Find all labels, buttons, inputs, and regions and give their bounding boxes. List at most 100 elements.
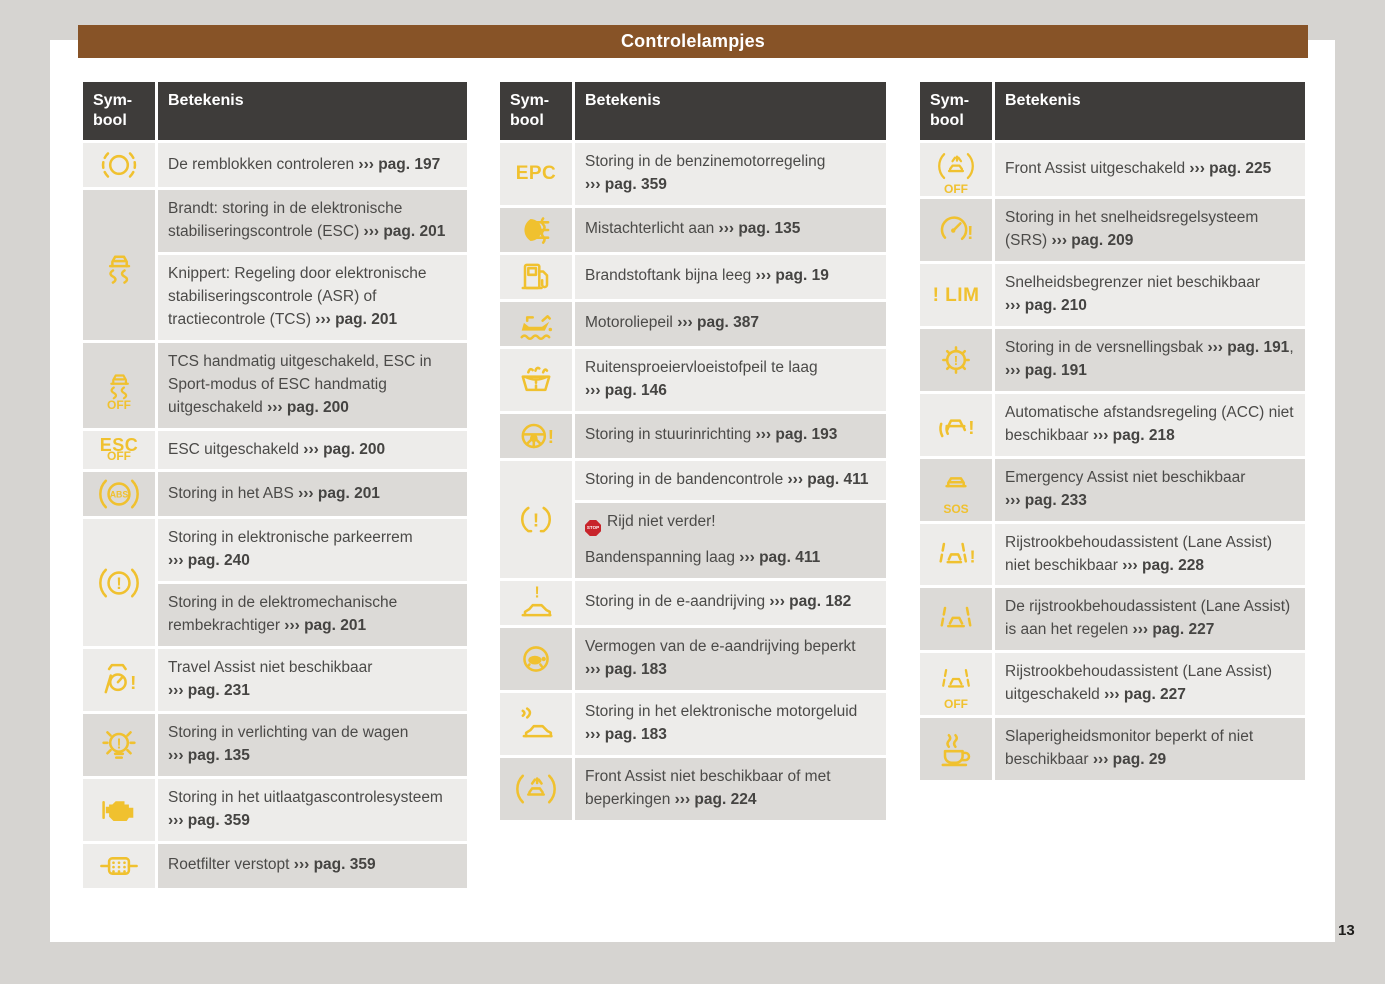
page-reference: ››› pag. 228	[1122, 556, 1205, 574]
particulate-filter-icon	[97, 844, 141, 888]
meaning-column-header: Betekenis	[575, 82, 886, 140]
page-reference: ››› pag. 182	[769, 593, 852, 611]
symbol-cell: !	[920, 393, 992, 456]
meaning-text: Rijstrookbehoudassistent (Lane Assist) n…	[1005, 533, 1273, 574]
table-row: Storing in het uitlaatgascontrolesysteem…	[83, 778, 467, 841]
meaning-cell: Emergency Assist niet beschikbaar ››› pa…	[995, 458, 1305, 521]
meaning-column-header: Betekenis	[995, 82, 1305, 140]
esc-off-icon	[97, 359, 141, 403]
meaning-cell: Rijstrookbehoudassistent (Lane Assist) u…	[995, 653, 1305, 716]
meaning-text: Front Assist uitgeschakeld ››› pag. 225	[1005, 160, 1272, 178]
table-row: ! Storing in de e-aandrijving ››› pag. 18…	[500, 580, 886, 625]
front-assist-off-icon	[934, 143, 978, 187]
svg-text:!: !	[117, 736, 122, 752]
svg-text:!: !	[954, 353, 958, 368]
page-reference: ››› pag. 183	[585, 725, 667, 743]
page-reference: ››› pag. 201	[284, 617, 367, 635]
meaning-text: Rijstrookbehoudassistent (Lane Assist) u…	[1005, 663, 1273, 704]
meaning-text: Storing in de bandencontrole ››› pag. 41…	[585, 470, 869, 488]
meaning-cell: Knippert: Regeling door elektronische st…	[158, 254, 467, 340]
table-row: EPC Storing in de benzinemotorregeling ››…	[500, 143, 886, 205]
page-reference: ››› pag. 201	[298, 484, 380, 502]
icon-sublabel: OFF	[107, 449, 131, 464]
meaning-text: Storing in het ABS ››› pag. 201	[168, 484, 380, 502]
stop-icon: STOP	[585, 520, 601, 537]
page-reference: ››› pag. 146	[585, 381, 667, 399]
esc-icon	[97, 243, 141, 287]
page-reference: ››› pag. 411	[787, 470, 869, 488]
meaning-cell: Storing in stuurinrichting ››› pag. 193	[575, 413, 886, 458]
symbol-cell: OFF	[920, 143, 992, 197]
meaning-cell: Storing in de bandencontrole ››› pag. 41…	[575, 460, 886, 500]
table-row: Vermogen van de e-aandrijving beperkt ››…	[500, 627, 886, 690]
symbol-cell: !	[500, 413, 572, 458]
symbol-cell: !	[500, 580, 572, 625]
page-reference: ››› pag. 200	[267, 398, 349, 416]
meaning-cell: STOP Rijd niet verder! Bandenspanning laag…	[575, 502, 886, 578]
meaning-cell: Motoroliepeil ››› pag. 387	[575, 301, 886, 346]
symbol-cell	[500, 627, 572, 690]
page-reference: ››› pag. 201	[363, 222, 446, 240]
travel-assist-icon: !	[97, 658, 141, 702]
symbol-cell	[83, 143, 155, 187]
turtle-icon	[514, 637, 558, 681]
table-row: Motoroliepeil ››› pag. 387	[500, 301, 886, 346]
meaning-cell: Travel Assist niet beschikbaar ››› pag. …	[158, 649, 467, 712]
symbol-cell	[920, 588, 992, 651]
meaning-text: Storing in het snelheidsregelsysteem (SR…	[1005, 209, 1259, 250]
abs-icon: ABS	[97, 472, 141, 516]
page-reference: ››› pag. 193	[755, 426, 838, 444]
symbol-cell: ! LIM	[920, 264, 992, 326]
page-reference: ››› pag. 359	[585, 175, 667, 193]
meaning-text: Front Assist niet beschikbaar of met bep…	[585, 767, 831, 808]
emergency-assist-icon	[934, 463, 978, 507]
drowsiness-monitor-icon	[934, 727, 978, 771]
page-reference: ››› pag. 183	[585, 660, 667, 678]
table-header-row: Sym-bool Betekenis	[83, 82, 467, 140]
brake-pads-icon	[97, 143, 141, 187]
page-reference: ››› pag. 233	[1005, 491, 1087, 509]
meaning-cell: De remblokken controleren ››› pag. 197	[158, 143, 467, 187]
page-reference: ››› pag. 231	[168, 682, 250, 700]
meaning-cell: TCS handmatig uitgeschakeld, ESC in Spor…	[158, 342, 467, 428]
table-row: ! Storing in de bandencontrole ››› pag. 4…	[500, 460, 886, 578]
svg-text:!: !	[968, 417, 974, 438]
symbol-cell	[920, 718, 992, 781]
page-reference: ››› pag. 210	[1005, 297, 1087, 314]
lane-assist-icon	[934, 597, 978, 641]
meaning-text: Snelheidsbegrenzer niet beschikbaar ››› …	[1005, 274, 1261, 314]
page-reference: ››› pag. 135	[718, 220, 801, 238]
meaning-cell: Storing in de benzinemotorregeling ››› p…	[575, 143, 886, 205]
symbol-cell: ABS	[83, 472, 155, 517]
steering-warning-icon: !	[514, 414, 558, 458]
table-row: Slaperigheidsmonitor beperkt of niet bes…	[920, 718, 1305, 781]
table-row: ! Storing in de versnellingsbak ››› pag. …	[920, 328, 1305, 391]
meaning-cell: De rijstrookbehoudassistent (Lane Assist…	[995, 588, 1305, 651]
table-row: Ruitensproeiervloeistofpeil te laag ››› …	[500, 348, 886, 411]
meaning-cell: Automatische afstandsregeling (ACC) niet…	[995, 393, 1305, 456]
meaning-text: Roetfilter verstopt ››› pag. 359	[168, 856, 376, 874]
table-row: ! Storing in verlichting van de wagen ›››…	[83, 714, 467, 776]
meaning-cell: Storing in elektronische parkeerrem ››› …	[158, 519, 467, 582]
symbol-cell: !	[920, 523, 992, 586]
icon-sublabel: OFF	[944, 696, 968, 711]
page-reference: ››› pag. 197	[358, 155, 441, 173]
svg-text:!: !	[533, 510, 539, 531]
page-reference: ››› pag. 387	[677, 314, 760, 332]
page-reference: ››› pag. 19	[755, 267, 829, 285]
meaning-cell: Front Assist uitgeschakeld ››› pag. 225	[995, 143, 1305, 197]
meaning-cell: Mistachterlicht aan ››› pag. 135	[575, 207, 886, 252]
meaning-text: ESC uitgeschakeld ››› pag. 200	[168, 440, 386, 458]
table-row: OFF Front Assist uitgeschakeld ››› pag. 2…	[920, 143, 1305, 197]
meaning-cell: Storing in het snelheidsregelsysteem (SR…	[995, 199, 1305, 262]
symbol-cell: !	[83, 649, 155, 712]
svg-text:!: !	[970, 546, 976, 566]
page-reference: ››› pag. 227	[1104, 686, 1186, 704]
cruise-control-warning-icon: !	[934, 208, 978, 252]
meaning-text: TCS handmatig uitgeschakeld, ESC in Spor…	[168, 352, 432, 416]
page-title-bar: Controlelampjes	[78, 25, 1308, 58]
page-reference: ››› pag. 225	[1189, 160, 1272, 178]
meaning-text: Storing in stuurinrichting ››› pag. 193	[585, 426, 838, 444]
page-reference: ››› pag. 191	[1005, 361, 1087, 379]
symbol-cell: !	[920, 328, 992, 391]
